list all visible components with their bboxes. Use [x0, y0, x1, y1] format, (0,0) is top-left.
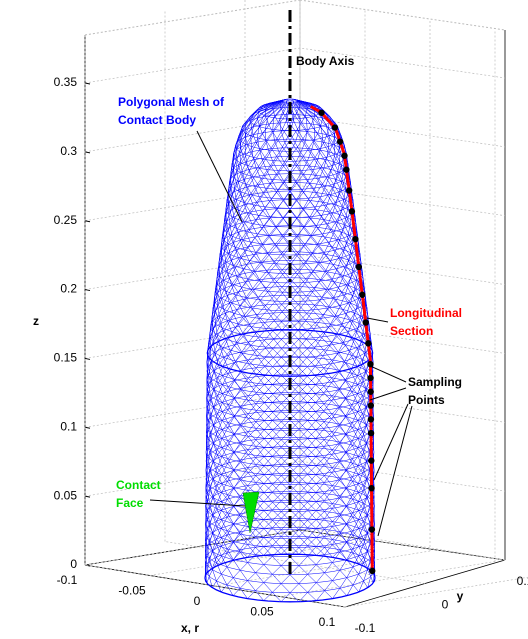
tick-mark [85, 496, 90, 497]
leader-line [368, 365, 406, 382]
x-tick-label: 0 [194, 594, 201, 608]
sampling-point [343, 166, 349, 172]
sampling-point [368, 485, 374, 491]
body-axis-label: Body Axis [296, 54, 355, 68]
grid-line [85, 48, 505, 83]
tick-mark [85, 290, 90, 291]
tick-mark [85, 152, 90, 153]
sampling-point [337, 138, 343, 144]
tick-mark [85, 83, 90, 84]
x-tick-label: 0.1 [319, 615, 336, 629]
z-tick-label: 0.05 [54, 488, 78, 502]
mesh-label: Contact Body [118, 113, 196, 127]
sampling-point [346, 187, 352, 193]
sampling-point [368, 402, 374, 408]
sampling-point [367, 375, 373, 381]
box-edge [300, 0, 505, 30]
grid-line [85, 255, 505, 290]
tick-mark [85, 221, 90, 222]
sampling-label: Sampling [408, 375, 462, 389]
sampling-point [369, 526, 375, 532]
sampling-point [363, 319, 369, 325]
leader-line [367, 318, 388, 322]
z-tick-label: 0.2 [60, 282, 77, 296]
grid-line [85, 530, 300, 565]
leader-line [378, 406, 412, 536]
y-tick-label: -0.1 [355, 621, 376, 635]
x-tick-label: 0.05 [250, 605, 274, 619]
box-edge [85, 0, 300, 35]
z-tick-label: 0.15 [54, 351, 78, 365]
z-tick-label: 0 [70, 557, 77, 571]
sampling-point [359, 292, 365, 298]
sampling-label: Points [408, 393, 445, 407]
x-tick-label: -0.1 [57, 573, 78, 587]
sampling-point [352, 236, 358, 242]
z-tick-label: 0.35 [54, 75, 78, 89]
section-label: Section [390, 324, 433, 338]
y-tick-label: 0.1 [517, 574, 528, 588]
sampling-point [368, 457, 374, 463]
leader-line [197, 131, 242, 222]
sampling-point [368, 416, 374, 422]
sampling-point [365, 340, 371, 346]
grid-line [345, 572, 528, 607]
x-label: x, r [181, 621, 199, 635]
y-label: y [457, 589, 464, 603]
z-tick-label: 0.25 [54, 213, 78, 227]
sampling-point [367, 389, 373, 395]
y-tick-label: 0 [442, 598, 449, 612]
sampling-point [368, 430, 374, 436]
tick-mark [85, 427, 90, 428]
sampling-point [332, 124, 338, 130]
sampling-point [318, 110, 324, 116]
contact-label: Contact [116, 478, 161, 492]
sampling-point [349, 208, 355, 214]
chart: 0 0.05 0.1 0.15 0.2 0.25 0.3 0.35 -0.1 -0.05 0 0.05… [0, 0, 528, 639]
sampling-point [341, 153, 347, 159]
section-label: Longitudinal [390, 306, 462, 320]
leader-line [370, 388, 406, 400]
x-tick-label: -0.05 [118, 584, 146, 598]
sampling-point [369, 568, 375, 574]
sampling-point [356, 264, 362, 270]
z-label: z [33, 314, 39, 328]
tick-mark [85, 358, 90, 359]
z-tick-label: 0.3 [60, 144, 77, 158]
mesh-label: Polygonal Mesh of [118, 95, 225, 109]
z-tick-label: 0.1 [60, 419, 77, 433]
contact-label: Face [116, 496, 144, 510]
